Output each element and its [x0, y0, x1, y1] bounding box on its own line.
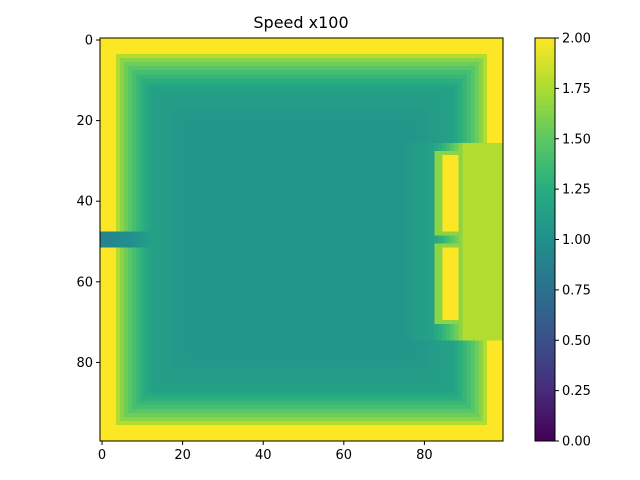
colorbar-tick-label: 0.50	[562, 334, 591, 349]
y-tick-label: 80	[76, 356, 93, 371]
colorbar-tick-label: 2.00	[562, 32, 591, 47]
colorbar-tick-label: 1.25	[562, 183, 591, 198]
colorbar-tick-label: 0.25	[562, 384, 591, 399]
colorbar: 0.00 0.25 0.50 0.75 1.00 1.25 1.50 1.75 2.00	[534, 32, 591, 450]
colorbar-tick-label: 0.75	[562, 283, 591, 298]
colorbar-axis: 0.00 0.25 0.50 0.75 1.00 1.25 1.50 1.75 2.00	[555, 32, 591, 450]
heatmap-plot: 0 20 40 60 80 0 20 40 60 80	[76, 34, 504, 463]
y-axis: 0 20 40 60 80	[76, 34, 100, 371]
colorbar-tick-label: 1.75	[562, 82, 591, 97]
colorbar-tick-label: 1.50	[562, 132, 591, 147]
colorbar-tick-label: 0.00	[562, 435, 591, 450]
colorbar-tick-label: 1.00	[562, 233, 591, 248]
x-tick-label: 40	[255, 448, 272, 463]
heatmap-image	[100, 38, 503, 441]
x-tick-label: 60	[336, 448, 353, 463]
y-tick-label: 40	[76, 195, 93, 210]
colorbar-gradient	[535, 38, 555, 441]
x-tick-label: 0	[98, 448, 106, 463]
y-tick-label: 0	[85, 34, 93, 49]
y-tick-label: 60	[76, 275, 93, 290]
plot-frame	[99, 37, 504, 442]
x-axis: 0 20 40 60 80	[98, 441, 433, 463]
x-tick-label: 80	[416, 448, 433, 463]
chart-title: Speed x100	[253, 13, 348, 32]
x-tick-label: 20	[174, 448, 191, 463]
y-tick-label: 20	[76, 114, 93, 129]
